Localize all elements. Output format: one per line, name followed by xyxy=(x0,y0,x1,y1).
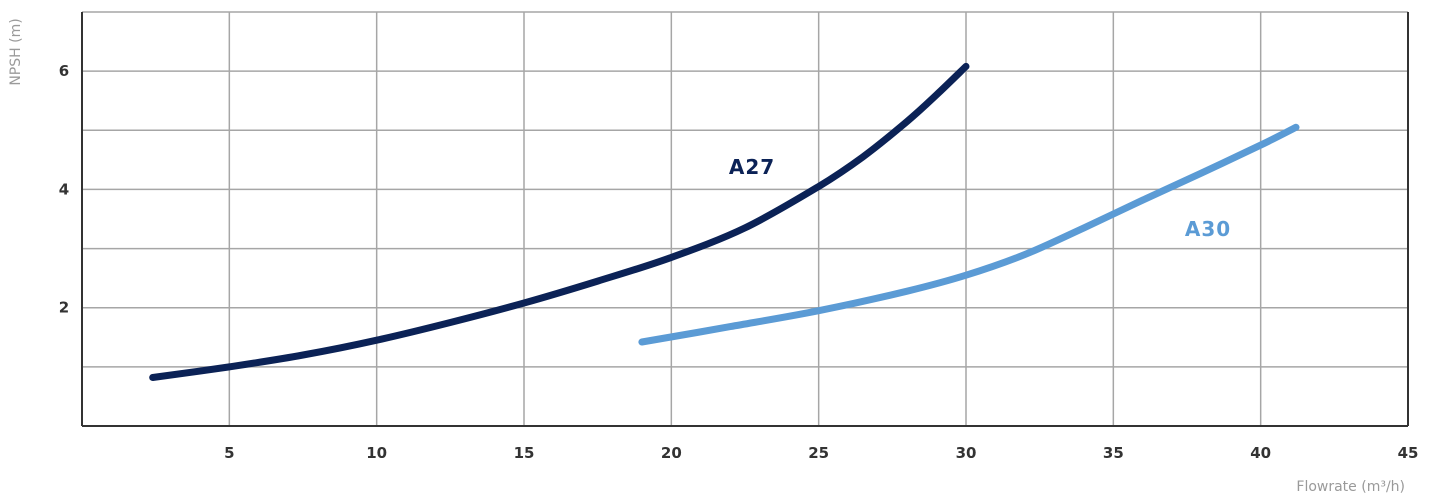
x-tick-label: 15 xyxy=(514,444,535,462)
series-lines xyxy=(149,62,1300,381)
x-axis-label: Flowrate (m³/h) xyxy=(1296,479,1405,495)
x-tick-labels: 5 10 15 20 25 30 35 40 45 xyxy=(224,444,1418,462)
x-tick-label: 20 xyxy=(661,444,682,462)
x-tick-label: 40 xyxy=(1250,444,1271,462)
y-tick-label: 6 xyxy=(59,62,69,80)
series-line-a27 xyxy=(149,62,970,381)
y-axis-label: NPSH (m) xyxy=(8,18,24,85)
x-tick-label: 45 xyxy=(1398,444,1419,462)
x-tick-label: 25 xyxy=(808,444,829,462)
series-labels: A27 A30 xyxy=(729,155,1231,241)
series-label-a30: A30 xyxy=(1185,217,1231,241)
grid xyxy=(82,12,1408,426)
x-tick-label: 5 xyxy=(224,444,234,462)
y-tick-label: 2 xyxy=(59,299,69,317)
series-label-a27: A27 xyxy=(729,155,775,179)
y-tick-labels: 2 4 6 xyxy=(59,62,69,317)
axes xyxy=(81,11,1409,427)
x-tick-label: 30 xyxy=(956,444,977,462)
x-tick-label: 10 xyxy=(366,444,387,462)
series-line-a30 xyxy=(638,123,1300,346)
y-tick-label: 4 xyxy=(59,180,69,198)
x-tick-label: 35 xyxy=(1103,444,1124,462)
